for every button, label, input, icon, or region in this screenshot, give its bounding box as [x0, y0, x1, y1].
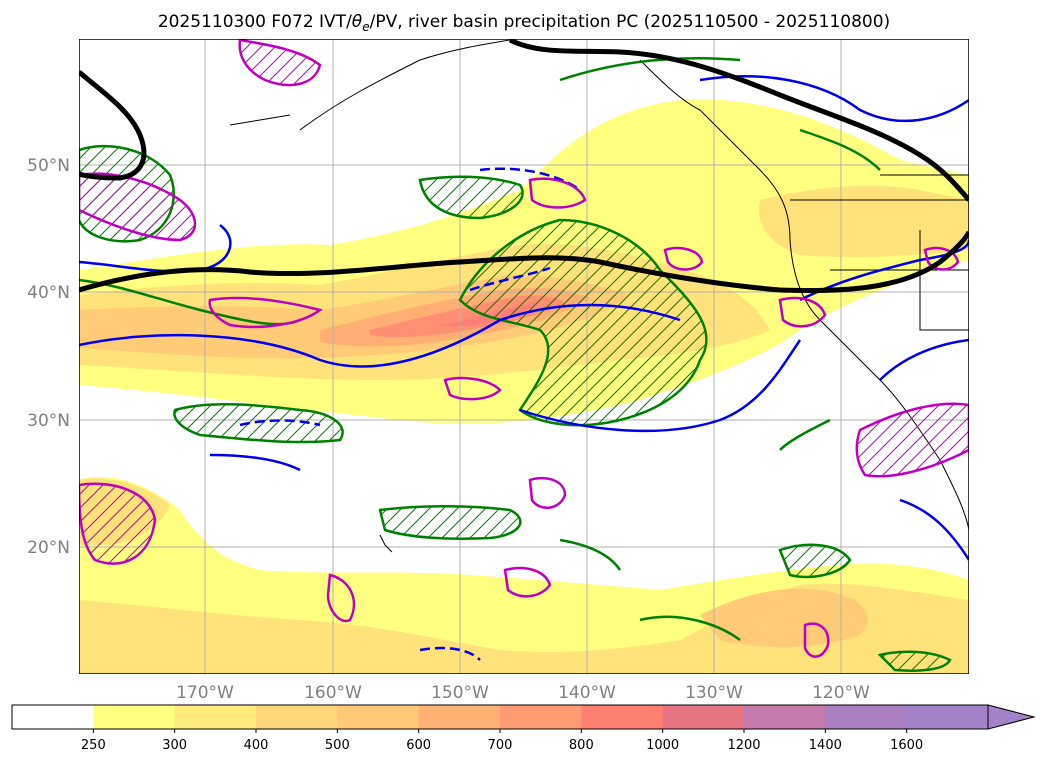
lon-label: 150°W [431, 683, 489, 703]
lon-label: 130°W [685, 683, 743, 703]
colorbar-label: 1400 [809, 738, 842, 753]
colorbar-label: 800 [569, 738, 594, 753]
lon-label: 120°W [812, 683, 870, 703]
colorbar-segment [662, 705, 745, 729]
colorbar-segment [906, 705, 989, 729]
colorbar-label: 300 [162, 738, 187, 753]
colorbar-segment [581, 705, 664, 729]
colorbar-segment [174, 705, 257, 729]
colorbar-label: 1000 [646, 738, 679, 753]
colorbar-segment [418, 705, 501, 729]
pv-contour-lines [79, 56, 881, 642]
colorbar-segment [500, 705, 582, 729]
colorbar-segment [93, 705, 176, 729]
latitude-labels: 50°N 40°N 30°N 20°N [27, 156, 70, 558]
colorbar-extend-arrow [987, 704, 1036, 730]
colorbar: 250 300 400 500 600 700 800 1000 1200 1400 1600 [11, 704, 1036, 753]
colorbar-segment [256, 705, 338, 729]
colorbar-label: 500 [325, 738, 350, 753]
lat-label: 30°N [27, 411, 70, 431]
lon-label: 160°W [304, 683, 362, 703]
precip-pc-contours [79, 39, 969, 658]
longitude-labels: 170°W 160°W 150°W 140°W 130°W 120°W [176, 683, 870, 703]
lon-label: 170°W [176, 683, 234, 703]
figure-title: 2025110300 F072 IVT/θe/PV, river basin p… [158, 12, 890, 34]
colorbar-label: 1200 [727, 738, 760, 753]
colorbar-label: 1600 [890, 738, 923, 753]
jet-streamlines [79, 39, 969, 294]
colorbar-segment [12, 705, 94, 729]
colorbar-label: 600 [406, 738, 431, 753]
colorbar-segment [825, 705, 908, 729]
colorbar-segment [744, 705, 826, 729]
lat-label: 20°N [27, 538, 70, 558]
lat-label: 50°N [27, 156, 70, 176]
colorbar-label: 400 [244, 738, 269, 753]
colorbar-label: 250 [81, 738, 106, 753]
lon-label: 140°W [558, 683, 616, 703]
colorbar-segment [337, 705, 420, 729]
lat-label: 40°N [27, 283, 70, 303]
colorbar-label: 700 [488, 738, 513, 753]
map-panel [79, 39, 969, 674]
